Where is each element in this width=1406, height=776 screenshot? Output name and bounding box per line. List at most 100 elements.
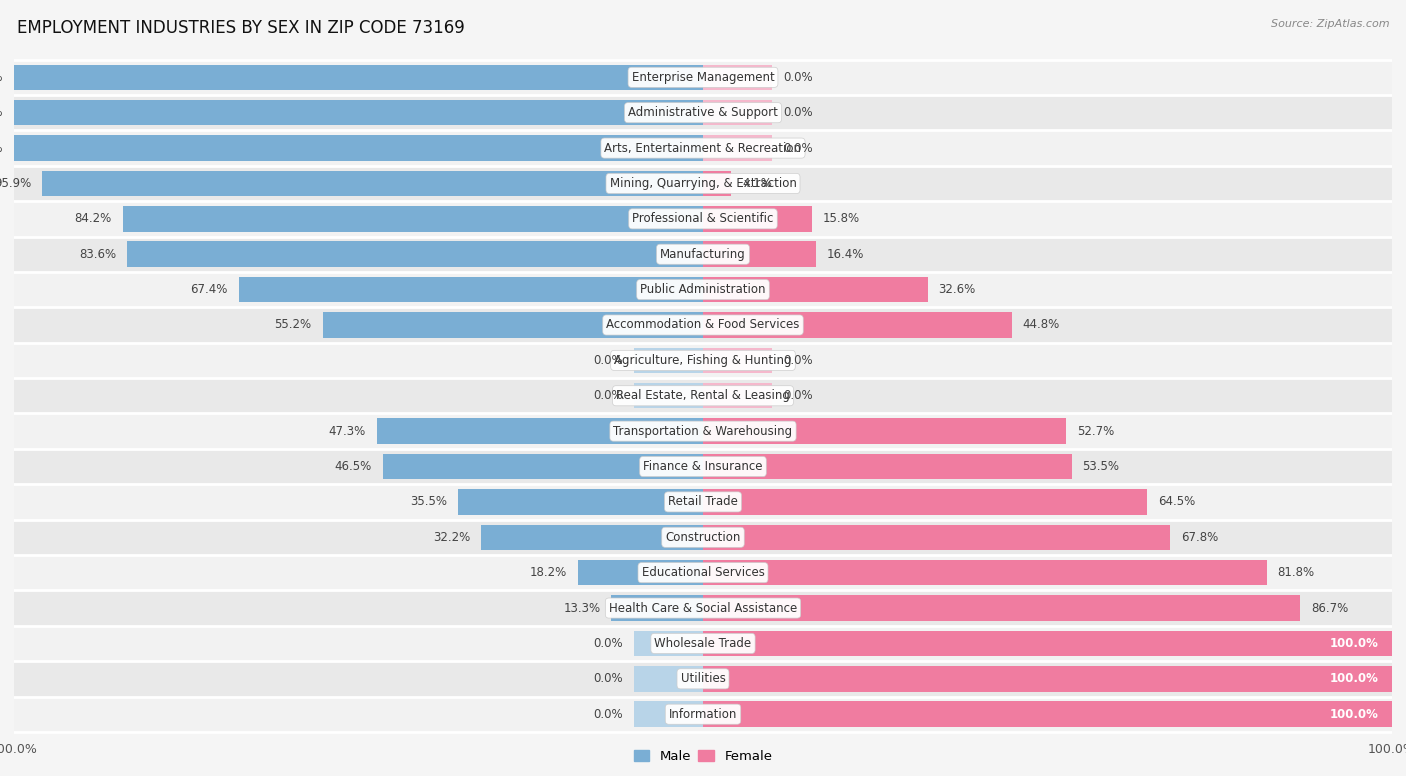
Bar	[703, 277, 928, 303]
Text: 67.8%: 67.8%	[1181, 531, 1219, 544]
Bar	[14, 60, 1392, 95]
Text: 0.0%: 0.0%	[783, 390, 813, 402]
Bar	[14, 64, 703, 90]
Text: 0.0%: 0.0%	[593, 708, 623, 721]
Text: Utilities: Utilities	[681, 672, 725, 685]
Text: 67.4%: 67.4%	[190, 283, 228, 296]
Text: Manufacturing: Manufacturing	[661, 248, 745, 261]
Bar	[634, 383, 703, 408]
Bar	[239, 277, 703, 303]
Text: Information: Information	[669, 708, 737, 721]
Text: 32.6%: 32.6%	[939, 283, 976, 296]
Bar	[481, 525, 703, 550]
Text: 0.0%: 0.0%	[593, 354, 623, 367]
Text: 15.8%: 15.8%	[823, 213, 860, 225]
Bar	[634, 348, 703, 373]
Text: 64.5%: 64.5%	[1159, 495, 1195, 508]
Bar	[703, 171, 731, 196]
Text: 32.2%: 32.2%	[433, 531, 470, 544]
Text: 83.6%: 83.6%	[79, 248, 117, 261]
Text: Professional & Scientific: Professional & Scientific	[633, 213, 773, 225]
Bar	[14, 625, 1392, 661]
Bar	[14, 135, 703, 161]
Text: Enterprise Management: Enterprise Management	[631, 71, 775, 84]
Text: 52.7%: 52.7%	[1077, 424, 1115, 438]
Text: Health Care & Social Assistance: Health Care & Social Assistance	[609, 601, 797, 615]
Bar	[703, 595, 1301, 621]
Bar	[703, 418, 1066, 444]
Bar	[703, 100, 772, 126]
Text: 86.7%: 86.7%	[1312, 601, 1348, 615]
Text: Administrative & Support: Administrative & Support	[628, 106, 778, 120]
Text: 53.5%: 53.5%	[1083, 460, 1119, 473]
Bar	[703, 241, 815, 267]
Bar	[703, 383, 772, 408]
Text: 13.3%: 13.3%	[564, 601, 600, 615]
Bar	[578, 560, 703, 585]
Text: Wholesale Trade: Wholesale Trade	[654, 637, 752, 650]
Text: 16.4%: 16.4%	[827, 248, 865, 261]
Bar	[382, 454, 703, 480]
Bar	[14, 591, 1392, 625]
Legend: Male, Female: Male, Female	[628, 745, 778, 768]
Text: 47.3%: 47.3%	[329, 424, 366, 438]
Text: Arts, Entertainment & Recreation: Arts, Entertainment & Recreation	[605, 141, 801, 154]
Text: 18.2%: 18.2%	[529, 566, 567, 579]
Bar	[703, 489, 1147, 514]
Bar	[703, 454, 1071, 480]
Bar	[122, 206, 703, 231]
Bar	[14, 343, 1392, 378]
Bar	[377, 418, 703, 444]
Text: 46.5%: 46.5%	[335, 460, 371, 473]
Text: Source: ZipAtlas.com: Source: ZipAtlas.com	[1271, 19, 1389, 29]
Bar	[14, 272, 1392, 307]
Text: 84.2%: 84.2%	[75, 213, 112, 225]
Bar	[14, 95, 1392, 130]
Text: EMPLOYMENT INDUSTRIES BY SEX IN ZIP CODE 73169: EMPLOYMENT INDUSTRIES BY SEX IN ZIP CODE…	[17, 19, 464, 37]
Bar	[14, 449, 1392, 484]
Bar	[14, 414, 1392, 449]
Text: Finance & Insurance: Finance & Insurance	[644, 460, 762, 473]
Text: Accommodation & Food Services: Accommodation & Food Services	[606, 318, 800, 331]
Bar	[14, 166, 1392, 201]
Bar	[323, 312, 703, 338]
Bar	[14, 130, 1392, 166]
Bar	[14, 484, 1392, 520]
Text: 55.2%: 55.2%	[274, 318, 312, 331]
Bar	[634, 631, 703, 656]
Bar	[42, 171, 703, 196]
Bar	[14, 555, 1392, 591]
Bar	[14, 520, 1392, 555]
Bar	[703, 348, 772, 373]
Bar	[703, 666, 1392, 691]
Text: 0.0%: 0.0%	[783, 106, 813, 120]
Bar	[14, 307, 1392, 343]
Bar	[703, 135, 772, 161]
Bar	[14, 201, 1392, 237]
Text: 95.9%: 95.9%	[0, 177, 31, 190]
Bar	[612, 595, 703, 621]
Text: Educational Services: Educational Services	[641, 566, 765, 579]
Bar	[703, 206, 811, 231]
Bar	[458, 489, 703, 514]
Text: 100.0%: 100.0%	[1329, 672, 1378, 685]
Bar	[703, 312, 1012, 338]
Bar	[634, 702, 703, 727]
Bar	[703, 560, 1267, 585]
Text: 0.0%: 0.0%	[783, 71, 813, 84]
Text: 0.0%: 0.0%	[593, 390, 623, 402]
Text: 100.0%: 100.0%	[1329, 708, 1378, 721]
Bar	[703, 525, 1170, 550]
Bar	[14, 661, 1392, 697]
Bar	[14, 237, 1392, 272]
Text: 4.1%: 4.1%	[742, 177, 772, 190]
Bar	[14, 378, 1392, 414]
Text: 100.0%: 100.0%	[0, 141, 3, 154]
Text: 0.0%: 0.0%	[593, 637, 623, 650]
Text: 81.8%: 81.8%	[1278, 566, 1315, 579]
Bar	[703, 702, 1392, 727]
Text: Mining, Quarrying, & Extraction: Mining, Quarrying, & Extraction	[610, 177, 796, 190]
Text: Agriculture, Fishing & Hunting: Agriculture, Fishing & Hunting	[614, 354, 792, 367]
Bar	[703, 64, 772, 90]
Text: Construction: Construction	[665, 531, 741, 544]
